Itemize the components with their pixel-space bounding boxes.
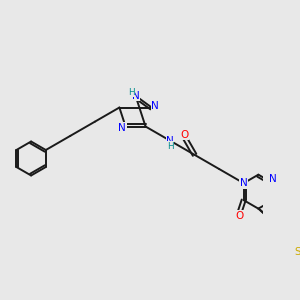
Text: N: N (118, 123, 126, 133)
Text: S: S (294, 247, 300, 257)
Text: H: H (128, 88, 135, 97)
Text: N: N (269, 174, 277, 184)
Text: N: N (132, 91, 140, 101)
Text: N: N (240, 178, 248, 188)
Text: N: N (151, 101, 159, 111)
Text: O: O (235, 211, 244, 221)
Text: N: N (166, 136, 174, 146)
Text: N: N (240, 178, 248, 188)
Text: H: H (167, 142, 173, 151)
Text: O: O (181, 130, 189, 140)
